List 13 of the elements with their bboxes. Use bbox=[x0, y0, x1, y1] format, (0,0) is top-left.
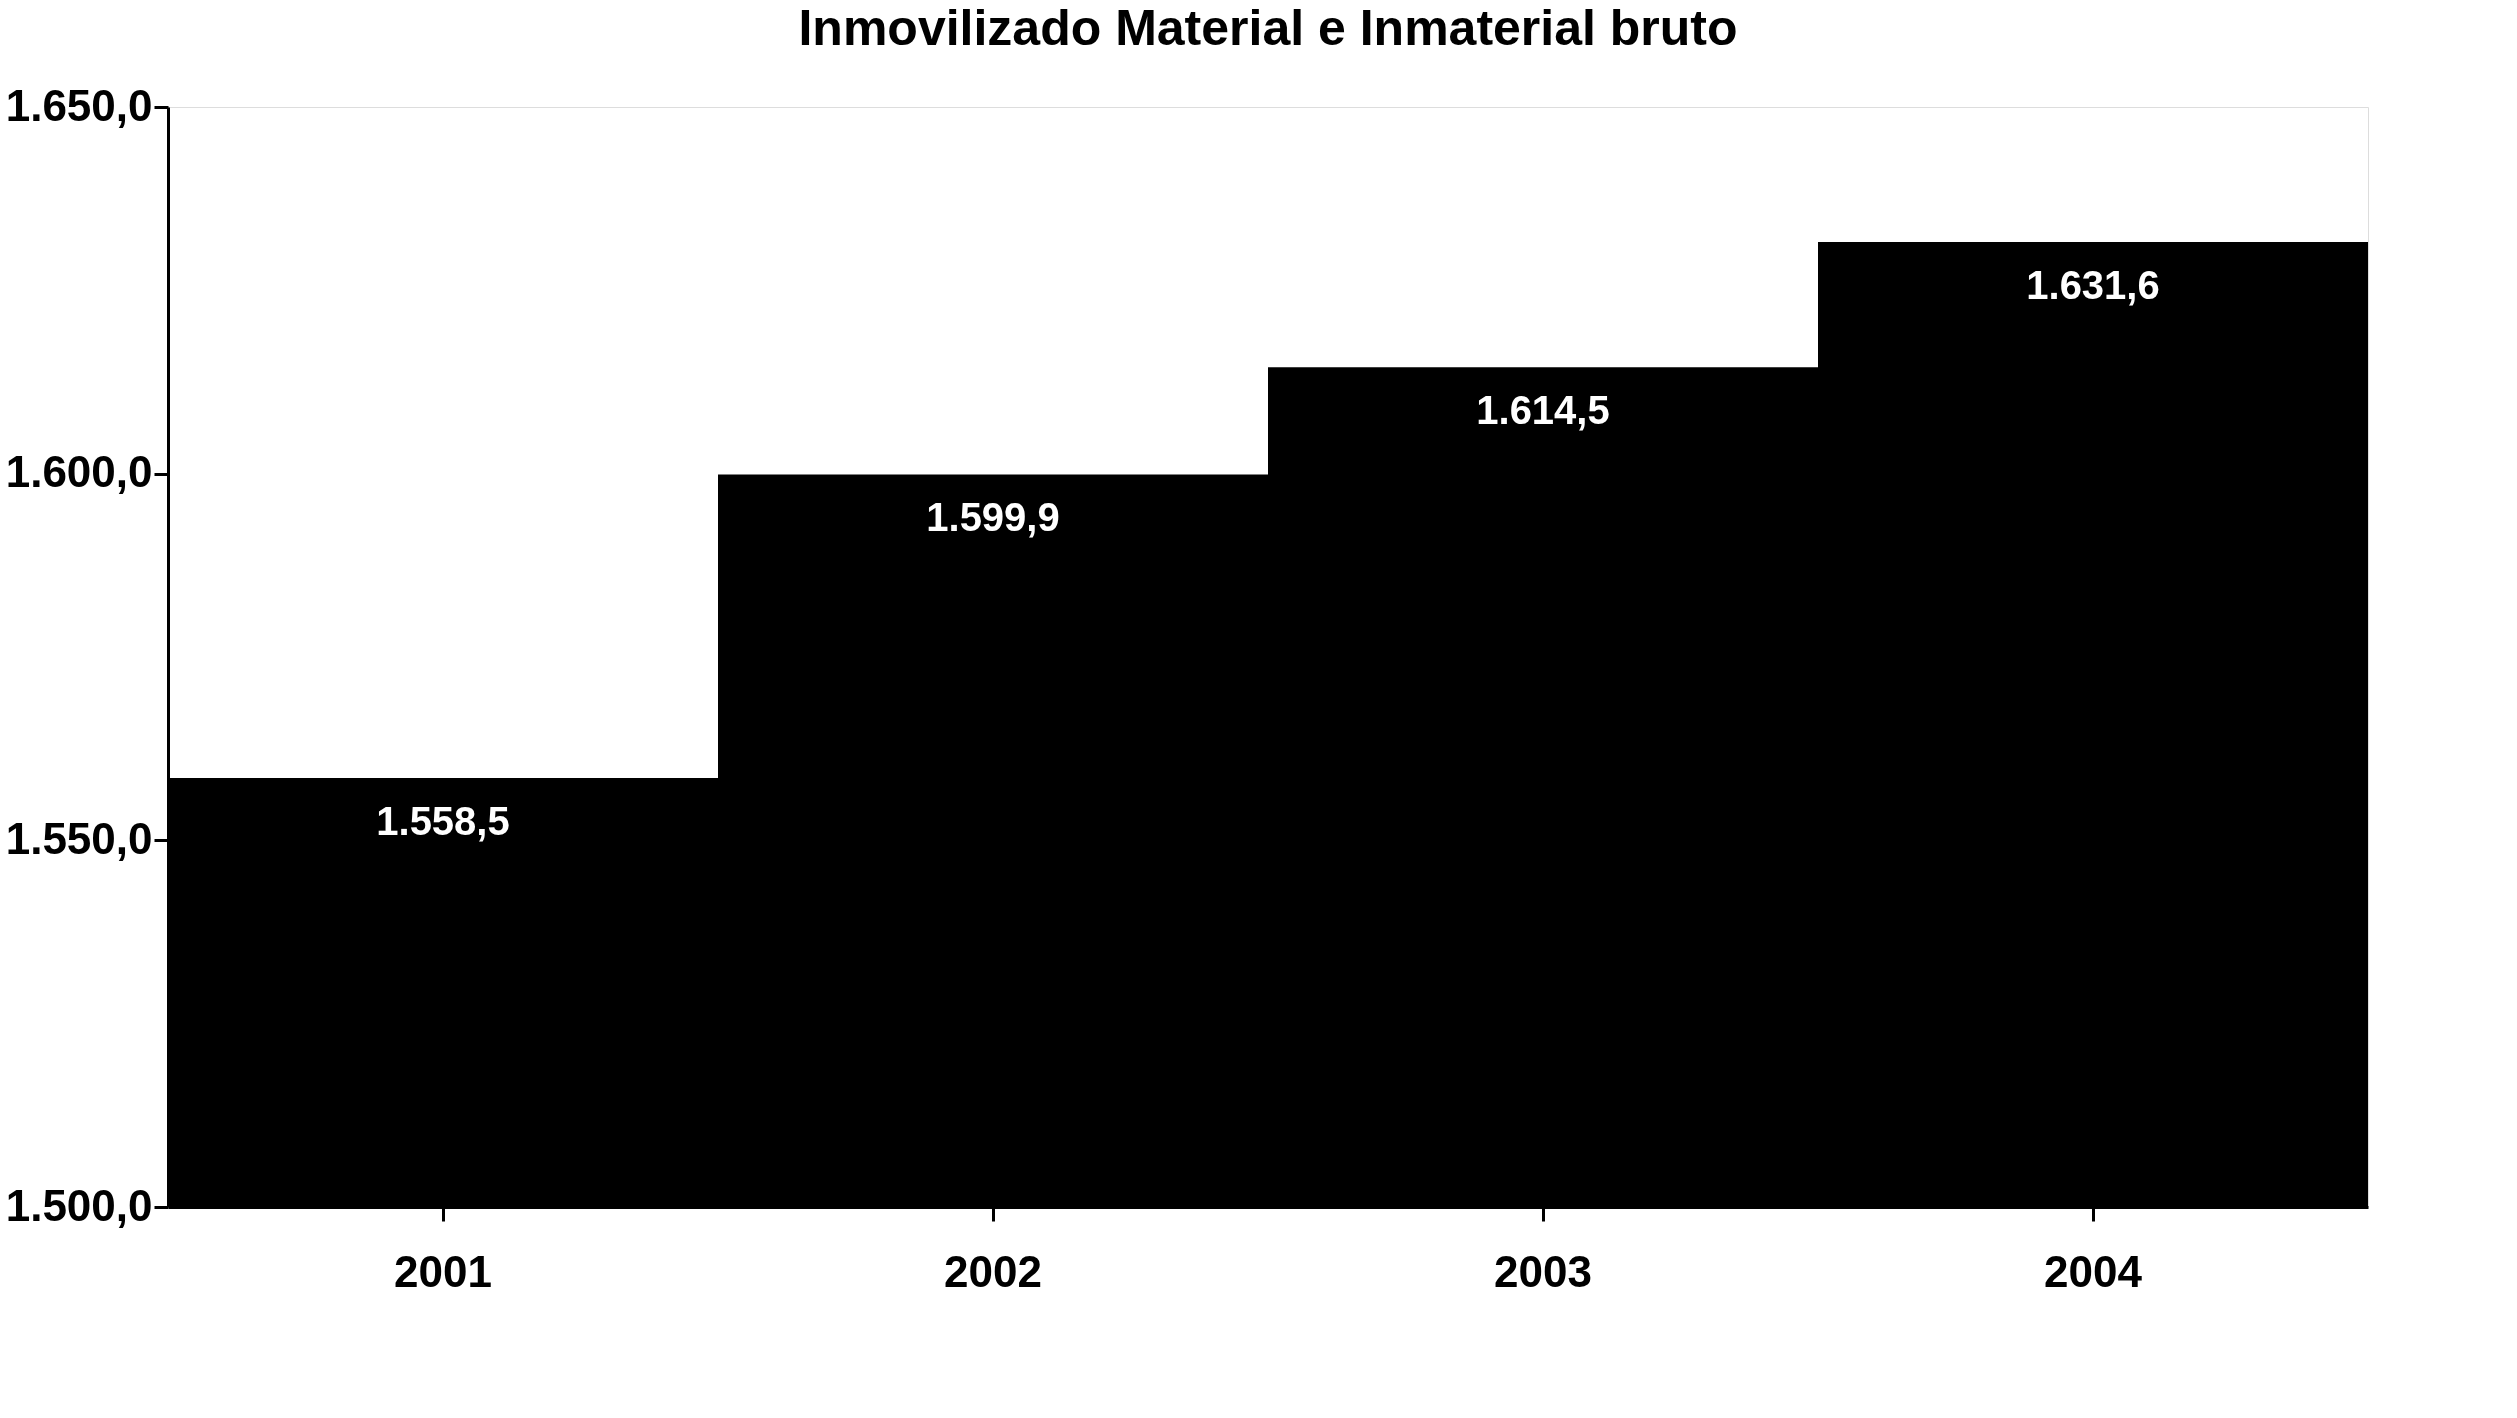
y-tick-label: 1.500,0 bbox=[5, 1180, 153, 1230]
data-label: 1.614,5 bbox=[1476, 388, 1610, 433]
y-tick-label: 1.550,0 bbox=[5, 813, 153, 863]
x-tick-label: 2001 bbox=[394, 1246, 492, 1296]
x-tick-label: 2002 bbox=[944, 1246, 1042, 1296]
x-tick-label: 2004 bbox=[2044, 1246, 2143, 1296]
y-tick-label: 1.600,0 bbox=[5, 447, 153, 497]
chart-title: Inmovilizado Material e Inmaterial bruto bbox=[798, 0, 1738, 56]
y-tick-label: 1.650,0 bbox=[5, 80, 153, 130]
x-tick-label: 2003 bbox=[1494, 1246, 1592, 1296]
data-label: 1.558,5 bbox=[376, 799, 510, 843]
data-label: 1.599,9 bbox=[926, 495, 1060, 540]
data-label: 1.631,6 bbox=[2026, 262, 2160, 307]
